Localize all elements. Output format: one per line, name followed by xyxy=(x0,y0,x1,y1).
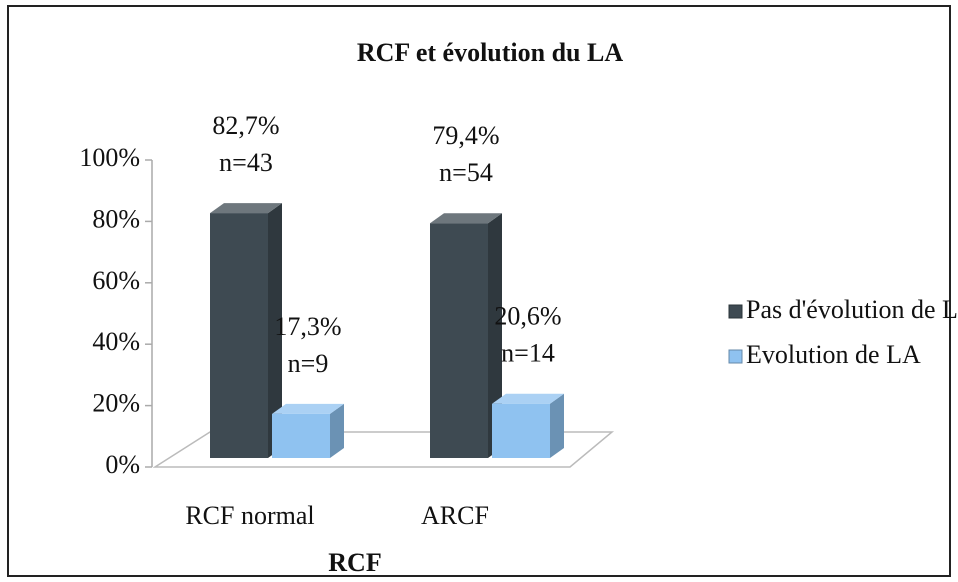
bar-side xyxy=(550,393,564,458)
bar-side xyxy=(488,213,502,458)
bar-side xyxy=(268,203,282,458)
y-tick-label: 40% xyxy=(92,327,140,356)
data-label: 82,7% xyxy=(212,111,279,140)
legend-label: Pas d'évolution de LA xyxy=(746,295,958,324)
x-tick-label: ARCF xyxy=(421,501,489,530)
count-label: n=43 xyxy=(219,148,273,177)
y-tick-label: 20% xyxy=(92,389,140,418)
bar xyxy=(272,413,330,458)
y-tick-label: 80% xyxy=(92,204,140,233)
y-tick-label: 100% xyxy=(79,143,140,172)
data-label: 79,4% xyxy=(432,121,499,150)
bar-top xyxy=(430,213,502,224)
bar xyxy=(430,223,488,458)
count-label: n=54 xyxy=(439,158,493,187)
bar-top xyxy=(492,393,564,404)
bar-side xyxy=(330,403,344,458)
count-label: n=14 xyxy=(501,339,555,368)
legend-swatch xyxy=(728,349,743,364)
bar-top xyxy=(272,403,344,414)
data-label: 20,6% xyxy=(494,302,561,331)
chart-title: RCF et évolution du LA xyxy=(357,38,623,67)
legend-swatch xyxy=(728,304,743,319)
x-tick-label: RCF normal xyxy=(185,501,314,530)
y-tick-label: 0% xyxy=(105,450,140,479)
bar-top xyxy=(210,203,282,214)
bar xyxy=(210,213,268,458)
legend-label: Evolution de LA xyxy=(746,340,921,369)
y-tick-label: 60% xyxy=(92,266,140,295)
data-label: 17,3% xyxy=(274,312,341,341)
x-axis-label: RCF xyxy=(328,548,381,577)
count-label: n=9 xyxy=(288,349,329,378)
bar xyxy=(492,403,550,458)
